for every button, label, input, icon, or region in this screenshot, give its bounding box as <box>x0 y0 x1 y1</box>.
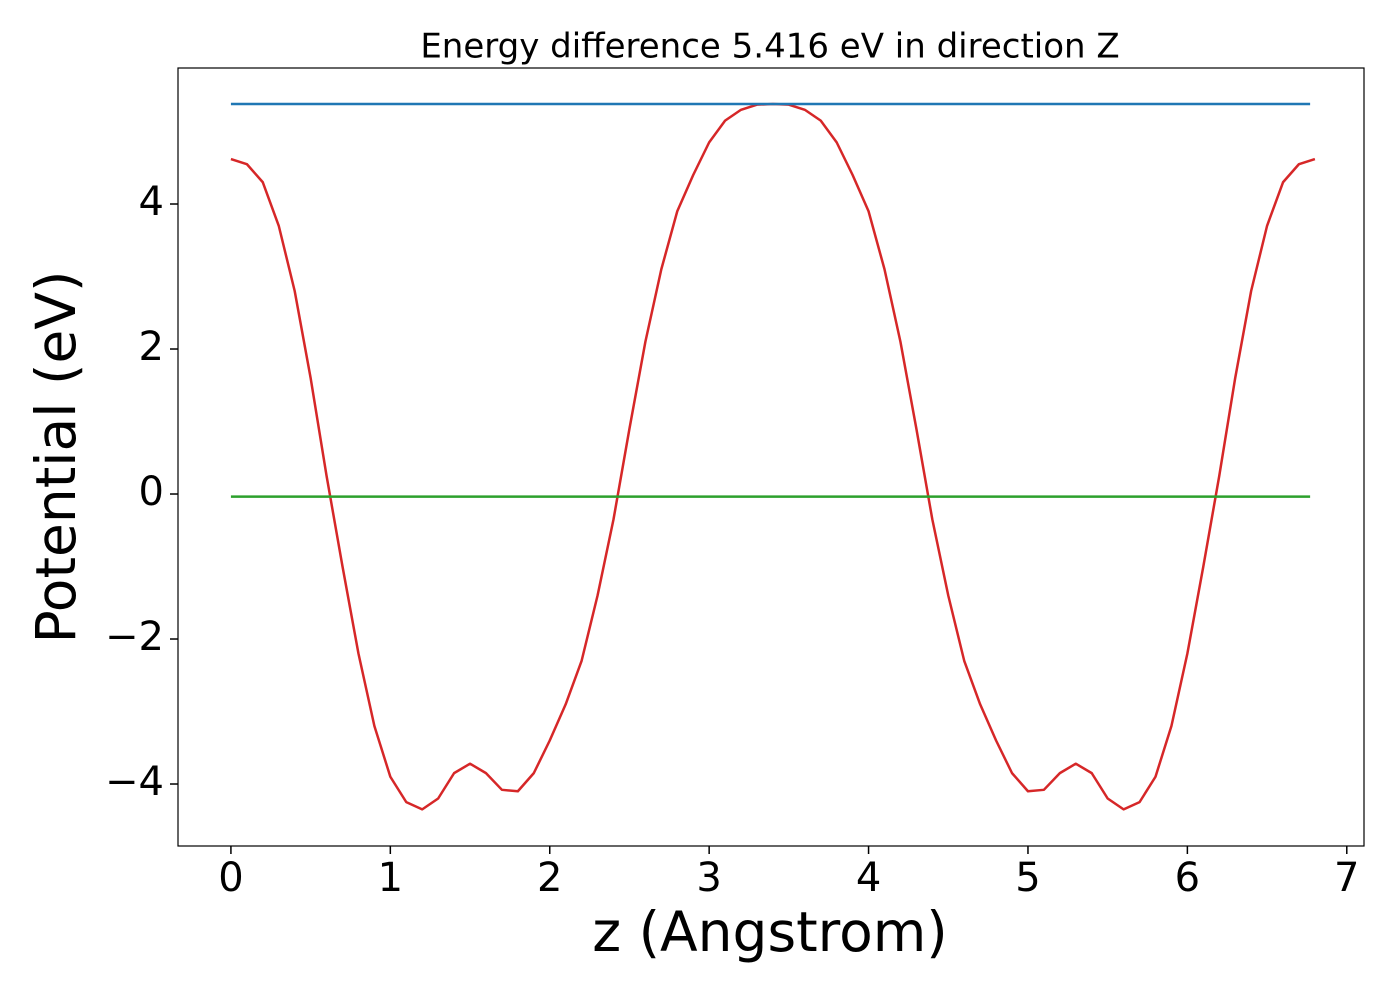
y-tick-label: 2 <box>139 324 164 370</box>
x-tick-label: 3 <box>696 855 721 901</box>
y-axis-label: Potential (eV) <box>24 271 88 644</box>
x-tick-label: 1 <box>378 855 403 901</box>
y-tick-label: 0 <box>139 469 164 515</box>
y-tick-label: −2 <box>105 614 164 660</box>
x-axis-label: z (Angstrom) <box>592 900 948 964</box>
x-tick-label: 2 <box>537 855 562 901</box>
chart-title: Energy difference 5.416 eV in direction … <box>420 27 1119 67</box>
x-tick-label: 5 <box>1015 855 1040 901</box>
x-tick-label: 7 <box>1334 855 1359 901</box>
x-tick-label: 4 <box>856 855 881 901</box>
plot-frame <box>177 67 1365 847</box>
y-tick-label: −4 <box>105 759 164 805</box>
y-tick-label: 4 <box>139 179 164 225</box>
x-tick-label: 0 <box>218 855 243 901</box>
x-tick-label: 6 <box>1175 855 1200 901</box>
